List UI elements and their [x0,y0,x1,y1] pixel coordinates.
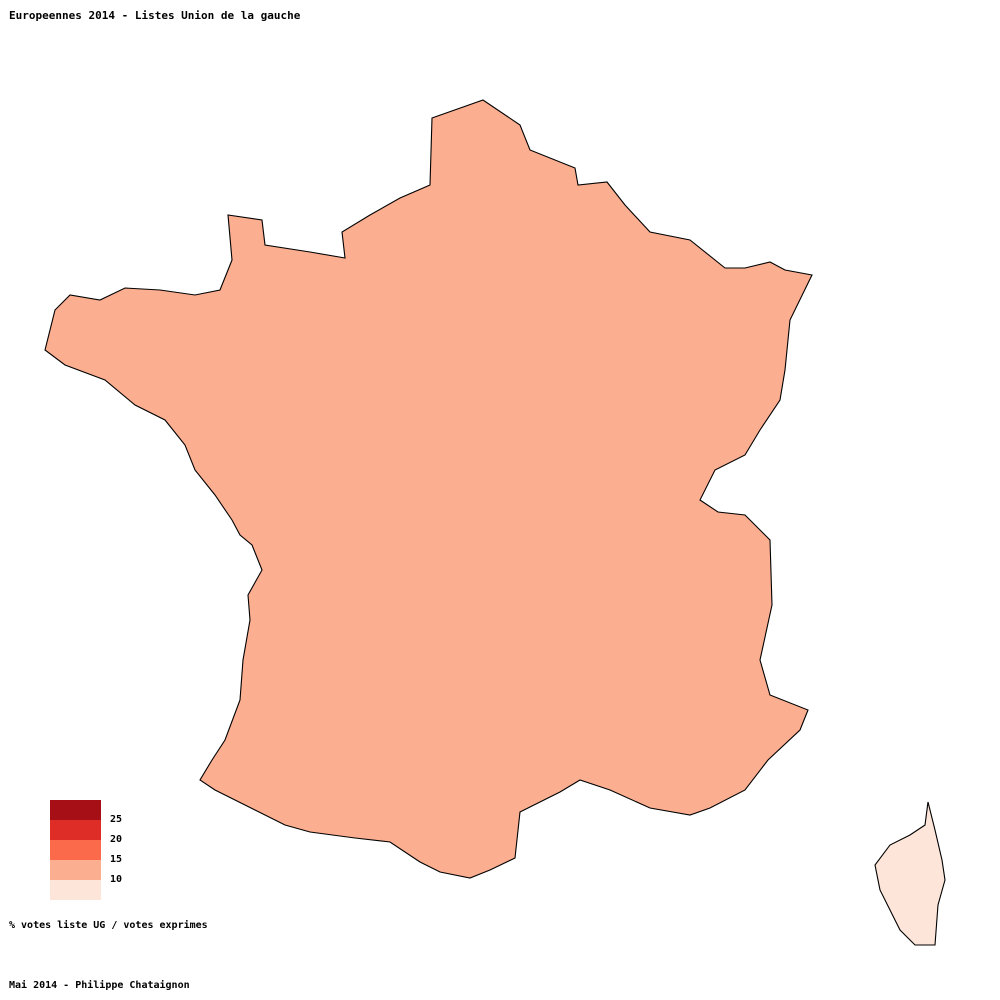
legend-unit-note: % votes liste UG / votes exprimes [9,920,208,931]
corsica [874,801,946,946]
legend-swatch-25plus [50,800,101,820]
legend-label-25: 25 [110,814,123,825]
legend-label-10: 10 [110,874,123,885]
legend-swatch-20-25 [50,820,101,840]
mainland-france [44,99,813,879]
map-title: Europeennes 2014 - Listes Union de la ga… [9,9,301,22]
legend-label-15: 15 [110,854,123,865]
legend-swatch-10-15 [50,860,101,880]
legend-swatch-under-10 [50,880,101,900]
legend-label-20: 20 [110,834,123,845]
credit-line: Mai 2014 - Philippe Chataignon [9,980,190,991]
legend-swatch-15-20 [50,840,101,860]
